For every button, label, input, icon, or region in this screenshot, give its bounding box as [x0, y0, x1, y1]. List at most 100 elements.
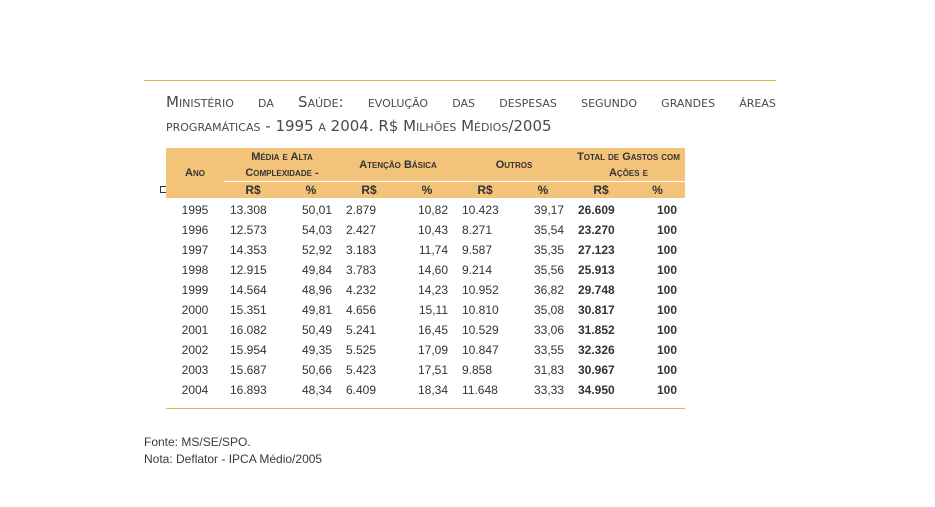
table-cell: 16.082: [230, 323, 267, 337]
table-cell: 18,34: [417, 383, 448, 397]
table-cell: 14,23: [417, 283, 448, 297]
table-cell: 11.648: [462, 383, 498, 397]
table-cell: 2004: [181, 383, 209, 397]
table-row: 2002 15.954 49,35 5.525 17,09 10.847 33,55 32.3…: [166, 340, 685, 360]
table-cell: 5.525: [346, 343, 377, 357]
table-cell: 23.270: [578, 223, 615, 237]
table-row: 1997 14.353 52,92 3.183 11,74 9.587 35,35 27.12…: [166, 240, 685, 260]
subheader-pct: %: [398, 181, 456, 198]
table-cell: 14.353: [230, 243, 267, 257]
table-cell: 4.232: [346, 283, 377, 297]
table-body: 1995 13.308 50,01 2.879 10,82 10.423 39,17 26.6…: [166, 198, 685, 402]
table-cell: 100: [656, 223, 677, 237]
table-cell: 16.893: [230, 383, 267, 397]
table-cell: 14,60: [417, 263, 448, 277]
footnotes: Fonte: MS/SE/SPO. Nota: Deflator - IPCA …: [144, 434, 322, 468]
title-word: Saúde:: [298, 93, 344, 111]
deflator-note: Nota: Deflator - IPCA Médio/2005: [144, 452, 323, 466]
subheader-rs: R$: [456, 181, 514, 198]
table-cell: 33,06: [533, 323, 564, 337]
table-cell: 25.913: [578, 263, 615, 277]
bottom-rule: [166, 408, 685, 409]
table-cell: 100: [656, 323, 677, 337]
table-cell: 3.783: [346, 263, 377, 277]
table-cell: 1999: [181, 283, 209, 297]
table-cell: 36,82: [533, 283, 564, 297]
title-word: evolução: [367, 93, 429, 111]
table-cell: 5.423: [346, 363, 377, 377]
table-cell: 100: [656, 383, 677, 397]
table-cell: 10.529: [462, 323, 499, 337]
table-title: Ministério da Saúde: evolução das despesas seg…: [166, 90, 776, 138]
table-cell: 2002: [181, 343, 209, 357]
table-cell: 6.409: [346, 383, 377, 397]
table-cell: 27.123: [578, 243, 615, 257]
table-cell: 9.858: [462, 363, 493, 377]
table-cell: 10,43: [417, 223, 448, 237]
table-cell: 1997: [181, 243, 209, 257]
table-cell: 2001: [181, 323, 209, 337]
table-cell: 12.573: [230, 223, 267, 237]
table-cell: 17,09: [417, 343, 448, 357]
table-cell: 35,56: [533, 263, 564, 277]
table-cell: 100: [656, 263, 677, 277]
table-cell: 13.308: [230, 203, 267, 217]
title-word: Ministério: [166, 93, 234, 111]
table-row: 1995 13.308 50,01 2.879 10,82 10.423 39,17 26.6…: [166, 198, 685, 220]
table-row: 2001 16.082 50,49 5.241 16,45 10.529 33,06 31.8…: [166, 320, 685, 340]
top-rule: [144, 80, 776, 81]
expenses-table: Ano Média e Alta Complexidade - Atenção …: [166, 148, 685, 402]
table-cell: 50,49: [301, 323, 332, 337]
table-cell: 26.609: [578, 203, 615, 217]
table-cell: 100: [656, 243, 677, 257]
table-cell: 8.271: [462, 223, 493, 237]
table-cell: 100: [656, 203, 677, 217]
table-cell: 15,11: [418, 303, 448, 317]
table-cell: 31.852: [578, 323, 615, 337]
title-word: áreas: [739, 93, 776, 111]
table-cell: 5.241: [346, 323, 377, 337]
table-cell: 31,83: [533, 363, 564, 377]
table-cell: 17,51: [417, 363, 448, 377]
header-atencao-basica: Atenção Básica: [340, 148, 456, 182]
title-line-2: programáticas - 1995 a 2004. R$ Milhões …: [166, 117, 552, 135]
table-cell: 49,84: [301, 263, 332, 277]
table-cell: 2000: [181, 303, 209, 317]
table-cell: 39,17: [533, 203, 564, 217]
table-cell: 1995: [181, 203, 209, 217]
table-cell: 4.656: [346, 303, 377, 317]
table-cell: 1996: [181, 223, 209, 237]
table-cell: 14.564: [230, 283, 267, 297]
subheader-pct: %: [630, 181, 685, 198]
table-cell: 49,81: [301, 303, 332, 317]
table-row: 2003 15.687 50,66 5.423 17,51 9.858 31,83 30.96…: [166, 360, 685, 380]
table-cell: 15.954: [230, 343, 267, 357]
table-cell: 10,82: [417, 203, 448, 217]
title-line-1: Ministério da Saúde: evolução das despesas seg…: [166, 90, 776, 114]
table-cell: 48,34: [301, 383, 332, 397]
title-word: despesas: [499, 93, 557, 111]
table-cell: 2.427: [346, 223, 377, 237]
table-cell: 30.817: [578, 303, 615, 317]
table-cell: 2.879: [346, 203, 377, 217]
subheader-rs: R$: [224, 181, 282, 198]
table-cell: 100: [656, 283, 677, 297]
table-cell: 48,96: [301, 283, 332, 297]
header-total: Total de Gastos com Ações e: [572, 148, 685, 182]
table-cell: 10.952: [462, 283, 499, 297]
table-cell: 32.326: [578, 343, 615, 357]
table-cell: 50,66: [301, 363, 332, 377]
source-note: Fonte: MS/SE/SPO.: [144, 435, 251, 449]
table-cell: 15.687: [230, 363, 267, 377]
table-row: 2004 16.893 48,34 6.409 18,34 11.648 33,33 34.9…: [166, 380, 685, 402]
table-row: 1999 14.564 48,96 4.232 14,23 10.952 36,82 29.7…: [166, 280, 685, 300]
table-cell: 35,54: [533, 223, 564, 237]
table-cell: 34.950: [578, 383, 615, 397]
table-cell: 100: [656, 343, 677, 357]
header-ano: Ano: [166, 148, 224, 198]
table-cell: 3.183: [346, 243, 377, 257]
title-word: grandes: [661, 93, 716, 111]
table-cell: 54,03: [301, 223, 332, 237]
table-row: 1996 12.573 54,03 2.427 10,43 8.271 35,54 23.27…: [166, 220, 685, 240]
table-cell: 9.587: [462, 243, 493, 257]
